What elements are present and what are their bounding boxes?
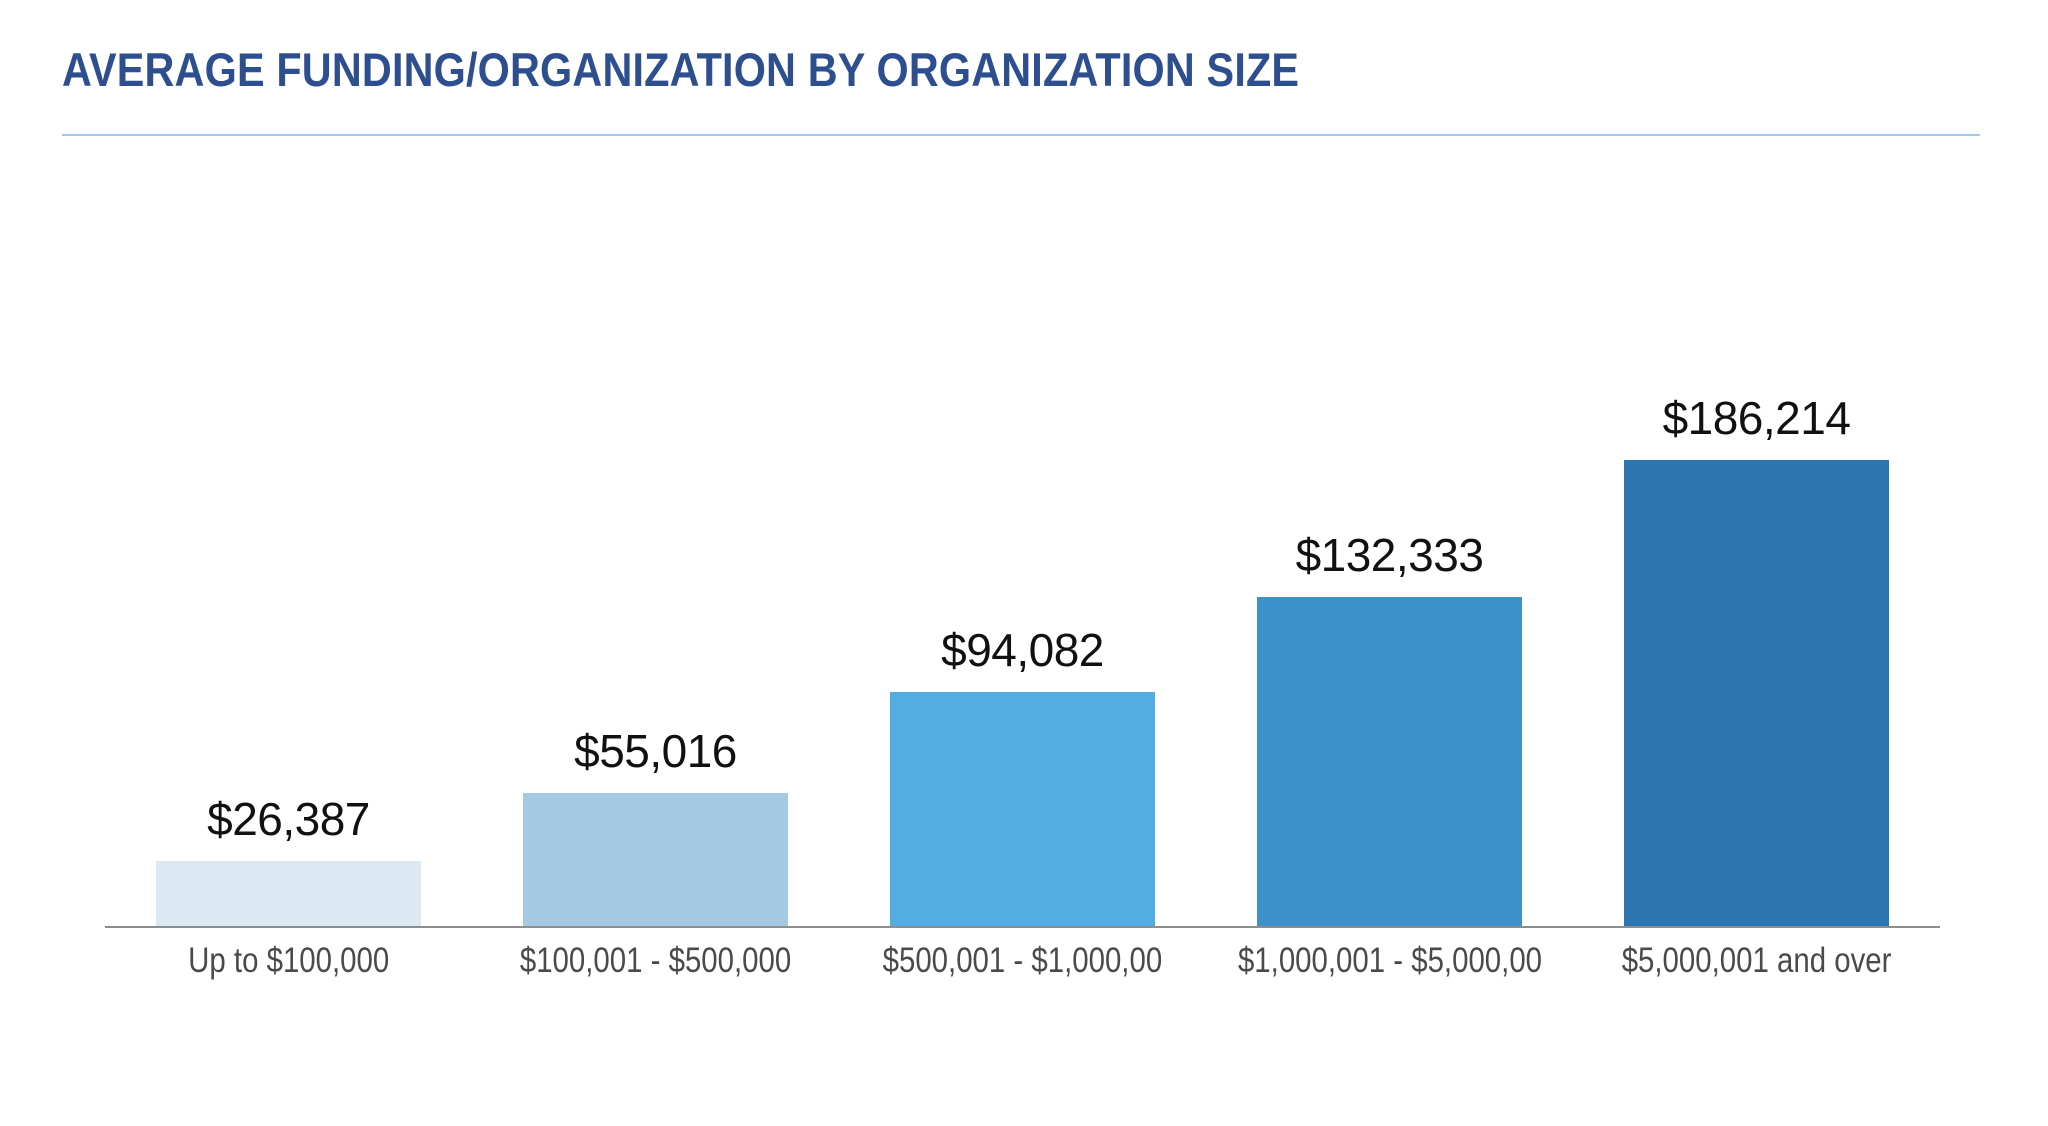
x-tick-slot: $100,001 - $500,000 bbox=[472, 940, 839, 982]
bar-slot: $94,082 bbox=[839, 160, 1206, 926]
x-tick-slot: $5,000,001 and over bbox=[1573, 940, 1940, 982]
bar-value-label: $186,214 bbox=[1662, 392, 1851, 444]
bar-rect[interactable] bbox=[1624, 460, 1889, 926]
x-tick-label: $1,000,001 - $5,000,00 bbox=[1237, 941, 1542, 980]
x-tick-slot: $1,000,001 - $5,000,00 bbox=[1206, 940, 1573, 982]
x-tick-label: $5,000,001 and over bbox=[1621, 941, 1892, 980]
bar-group: $26,387 $55,016 $94,082 $132,333 $186,21… bbox=[105, 160, 1940, 926]
page-title: AVERAGE FUNDING/ORGANIZATION BY ORGANIZA… bbox=[62, 43, 1300, 96]
bar-rect[interactable] bbox=[890, 692, 1155, 926]
x-tick-label: $100,001 - $500,000 bbox=[519, 941, 792, 980]
x-axis-line bbox=[105, 926, 1940, 928]
bar-slot: $132,333 bbox=[1206, 160, 1573, 926]
x-axis-tick-labels: Up to $100,000 $100,001 - $500,000 $500,… bbox=[105, 940, 1940, 982]
bar-slot: $26,387 bbox=[105, 160, 472, 926]
bar-value-label: $26,387 bbox=[207, 793, 370, 845]
x-tick-slot: Up to $100,000 bbox=[105, 940, 472, 982]
x-tick-label: Up to $100,000 bbox=[187, 941, 390, 980]
bar-value-label: $132,333 bbox=[1295, 529, 1484, 581]
title-divider bbox=[62, 134, 1980, 136]
bar-value-label: $94,082 bbox=[941, 624, 1104, 676]
bar-rect[interactable] bbox=[156, 861, 421, 926]
bar-slot: $186,214 bbox=[1573, 160, 1940, 926]
plot-area: $26,387 $55,016 $94,082 $132,333 $186,21… bbox=[105, 160, 1940, 928]
bar-rect[interactable] bbox=[523, 793, 788, 926]
bar-value-label: $55,016 bbox=[574, 725, 737, 777]
bar-slot: $55,016 bbox=[472, 160, 839, 926]
x-tick-slot: $500,001 - $1,000,00 bbox=[839, 940, 1206, 982]
bar-rect[interactable] bbox=[1257, 597, 1522, 926]
x-tick-label: $500,001 - $1,000,00 bbox=[882, 941, 1163, 980]
